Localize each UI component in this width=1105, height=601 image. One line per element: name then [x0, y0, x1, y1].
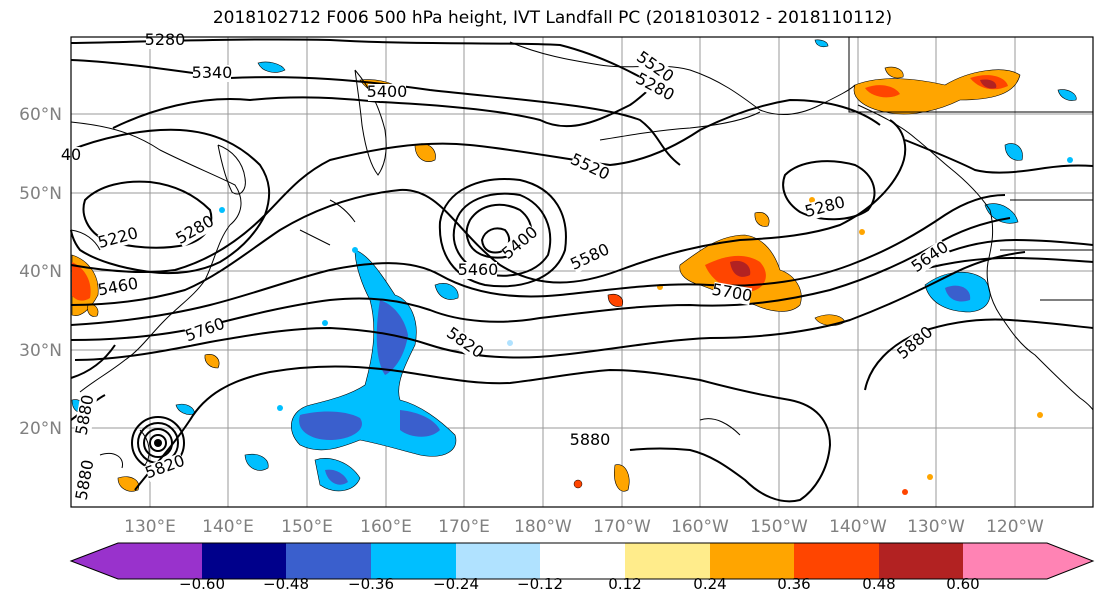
latitude-label: 50°N: [19, 184, 62, 204]
colorbar-tick-label: 0.36: [777, 575, 810, 593]
map-title: 2018102712 F006 500 hPa height, IVT Land…: [212, 8, 893, 28]
contour-label-bg: [146, 32, 184, 49]
longitude-label: 140°E: [202, 517, 254, 537]
contour-label-bg: [569, 241, 612, 274]
colorbar: [69, 542, 1095, 580]
contour-label-bg: [895, 324, 936, 363]
contour-label: 5340: [192, 63, 233, 82]
map-frame: [70, 36, 1094, 508]
colorbar-tick-label: −0.48: [263, 575, 309, 593]
longitude-label: 120°W: [986, 517, 1044, 537]
colorbar-segment: [286, 543, 371, 579]
contour-label-bg: [73, 394, 98, 436]
colorbar-extend-high: [963, 543, 1093, 579]
contour-label-bg: [73, 459, 98, 501]
longitude-label: 160°W: [671, 517, 729, 537]
longitude-label: 160°E: [360, 517, 412, 537]
contour-label-bg: [444, 325, 486, 362]
colorbar-tick-label: −0.24: [433, 575, 479, 593]
colorbar-tick-labels: −0.60 −0.48 −0.36 −0.24 −0.12 0.12 0.24 0.36 0.4…: [179, 575, 980, 593]
colorbar-segment: [371, 543, 456, 579]
contour-label-bg: [500, 224, 541, 263]
contour-label: 5280: [145, 30, 186, 49]
colorbar-tick-label: −0.12: [517, 575, 563, 593]
colorbar-tick-label: 0.12: [608, 575, 641, 593]
contour-label-bg: [804, 194, 846, 221]
contour-label-bg: [571, 432, 609, 449]
contour-label-bg: [97, 225, 139, 252]
longitude-label: 130°E: [124, 517, 176, 537]
longitude-label: 180°W: [514, 517, 572, 537]
ivt-negative-shading: [71, 39, 1077, 492]
longitude-label: 170°W: [593, 517, 651, 537]
colorbar-tick-label: 0.24: [693, 575, 726, 593]
contour-label-bg: [184, 315, 226, 345]
latitude-label: 60°N: [19, 105, 62, 125]
latitude-label: 30°N: [19, 341, 62, 361]
contour-label: 5880: [570, 430, 611, 449]
colorbar-segment: [879, 543, 963, 579]
contour-label-bg: [368, 84, 406, 101]
colorbar-tick-label: 0.60: [946, 575, 979, 593]
colorbar-tick-label: −0.60: [179, 575, 225, 593]
colorbar-segment: [794, 543, 879, 579]
contour-label-bg: [193, 65, 231, 82]
colorbar-segment: [456, 543, 540, 579]
longitude-label: 140°W: [829, 517, 887, 537]
colorbar-tick-label: −0.36: [348, 575, 394, 593]
longitude-label: 150°W: [750, 517, 808, 537]
colorbar-segment: [625, 543, 710, 579]
contour-label-bg: [174, 213, 216, 248]
colorbar-segment: [540, 543, 625, 579]
longitude-label: 150°E: [281, 517, 333, 537]
ivt-positive-shading: [71, 66, 1043, 495]
contour-label-bg: [459, 262, 497, 279]
latitude-label: 40°N: [19, 262, 62, 282]
colorbar-segment: [710, 543, 794, 579]
latitude-labels: 60°N 50°N 40°N 30°N 20°N: [19, 105, 62, 439]
contour-label: 5460: [458, 260, 499, 279]
longitude-labels: 130°E 140°E 150°E 160°E 170°E 180°W 170°W 160°W…: [124, 517, 1044, 537]
contour-label-bg: [97, 275, 139, 300]
contour-label-bg: [634, 49, 676, 86]
longitude-label: 130°W: [907, 517, 965, 537]
contour-label-bg: [909, 239, 951, 276]
coastlines: [70, 37, 1094, 469]
latitude-label: 20°N: [19, 419, 62, 439]
longitude-label: 170°E: [438, 517, 490, 537]
colorbar-segment: [202, 543, 286, 579]
colorbar-outline: [69, 542, 1095, 580]
contour-label-bg: [711, 281, 753, 306]
contour-label-bg: [144, 452, 186, 482]
colorbar-extend-low: [71, 543, 202, 579]
contour-label-bg: [633, 71, 676, 104]
colorbar-tick-label: 0.48: [862, 575, 895, 593]
contour-label: 5400: [367, 82, 408, 101]
contour-label-bg: [568, 151, 611, 184]
